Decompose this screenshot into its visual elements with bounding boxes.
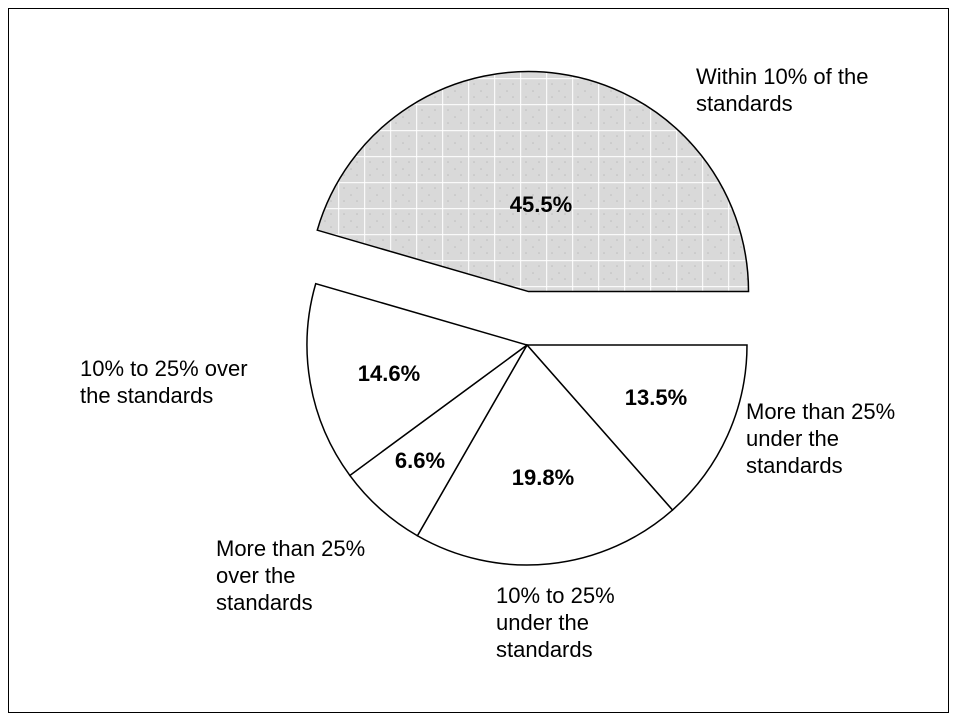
slice-value-label: 14.6% xyxy=(358,361,420,386)
slice-category-label: 10% to 25% over the standards xyxy=(80,356,248,408)
slice-value-label: 13.5% xyxy=(625,385,687,410)
slice-value-label: 19.8% xyxy=(512,465,574,490)
pie-slice xyxy=(306,282,529,477)
slice-category-label: Within 10% of the standards xyxy=(696,64,868,116)
pie-slice xyxy=(416,343,674,566)
slice-value-label: 6.6% xyxy=(395,448,445,473)
slice-value-label: 45.5% xyxy=(510,192,572,217)
slice-category-label: More than 25% over the standards xyxy=(216,536,365,615)
pie-labels: 45.5% Within 10% of the standards 13.5% More… xyxy=(80,64,895,662)
slice-category-label: 10% to 25% under the standards xyxy=(496,583,615,662)
pie-slice xyxy=(316,70,750,293)
pie-slice xyxy=(525,344,748,512)
slice-category-label: More than 25% under the standards xyxy=(746,399,895,478)
pie-slices xyxy=(306,70,750,566)
